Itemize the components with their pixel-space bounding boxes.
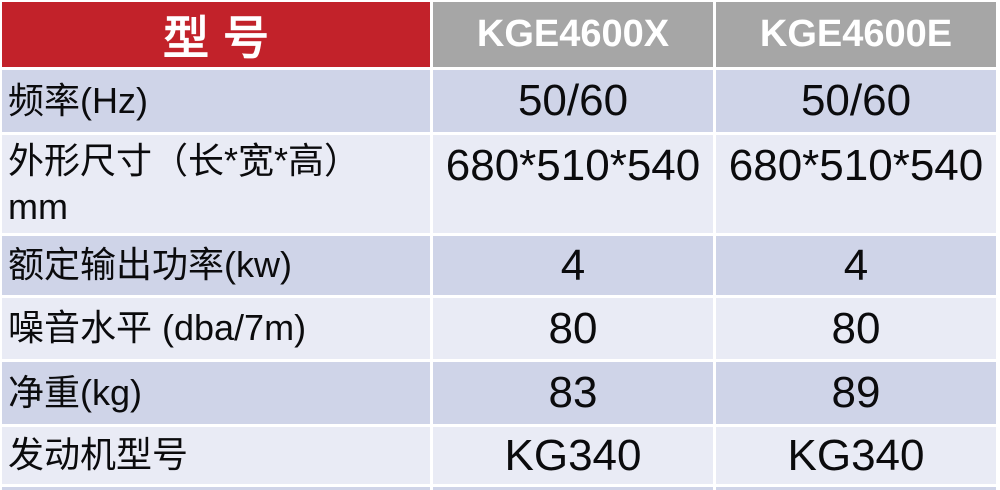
cell-dimensions-e: 680*510*540 bbox=[716, 135, 996, 233]
cell-engine-model-x: KG340 bbox=[433, 427, 713, 484]
cell-frequency-e: 50/60 bbox=[716, 70, 996, 132]
row-label-noise-level: 噪音水平 (dba/7m) bbox=[2, 298, 430, 359]
cell-frequency-x: 50/60 bbox=[433, 70, 713, 132]
cell-net-weight-e: 89 bbox=[716, 362, 996, 424]
table-header-model: 型号 bbox=[2, 2, 430, 67]
cell-engine-model-e: KG340 bbox=[716, 427, 996, 484]
row-label-dimensions: 外形尺寸（长*宽*高） mm bbox=[2, 135, 430, 233]
cell-rated-power-e: 4 bbox=[716, 236, 996, 295]
column-header-kge4600e: KGE4600E bbox=[716, 2, 996, 67]
column-header-kge4600x: KGE4600X bbox=[433, 2, 713, 67]
row-label-rated-power: 额定输出功率(kw) bbox=[2, 236, 430, 295]
cell-rated-power-x: 4 bbox=[433, 236, 713, 295]
table-bottom-strip-cell bbox=[2, 487, 430, 490]
table-bottom-strip-cell bbox=[433, 487, 713, 490]
table-bottom-strip-cell bbox=[716, 487, 996, 490]
cell-noise-level-e: 80 bbox=[716, 298, 996, 359]
row-label-frequency: 频率(Hz) bbox=[2, 70, 430, 132]
cell-noise-level-x: 80 bbox=[433, 298, 713, 359]
row-label-engine-model: 发动机型号 bbox=[2, 427, 430, 484]
cell-net-weight-x: 83 bbox=[433, 362, 713, 424]
row-label-net-weight: 净重(kg) bbox=[2, 362, 430, 424]
cell-dimensions-x: 680*510*540 bbox=[433, 135, 713, 233]
